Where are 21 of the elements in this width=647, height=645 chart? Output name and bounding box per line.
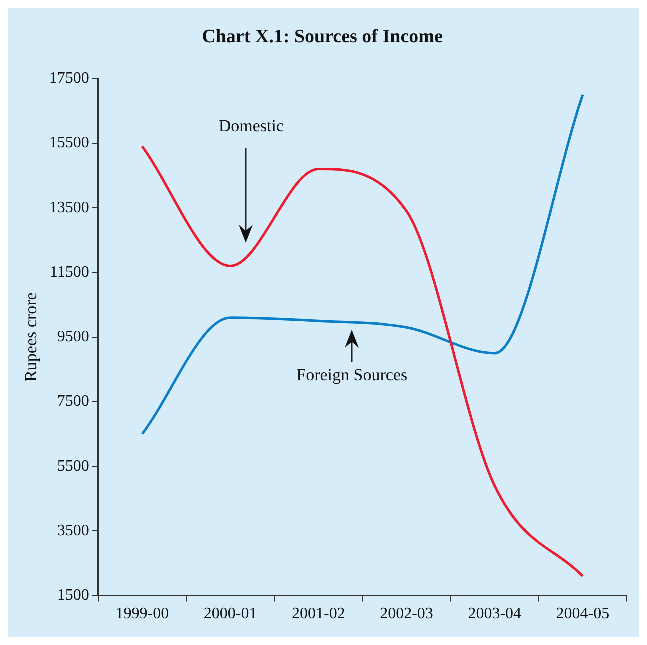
- y-tick-label: 7500: [57, 393, 90, 410]
- y-tick-label: 11500: [50, 264, 90, 281]
- y-tick-label: 15500: [49, 134, 90, 152]
- y-axis-title: Rupees crore: [22, 292, 41, 382]
- x-tick-label: 2002-03: [380, 606, 434, 623]
- y-tick-label: 5500: [57, 458, 90, 475]
- text: Domestic: [218, 116, 284, 136]
- text: Foreign Sources: [296, 366, 408, 385]
- x-tick-label: 2001-02: [292, 606, 346, 623]
- y-tick-label: 3500: [57, 522, 90, 540]
- y-tick-label: 17500: [49, 70, 90, 88]
- x-tick-label: 1999-00: [116, 606, 170, 623]
- y-tick-label: 13500: [49, 199, 90, 216]
- line-series: [141, 94, 584, 436]
- x-tick-label: 2000-01: [204, 606, 258, 623]
- x-tick-label: 2004-05: [556, 606, 610, 623]
- chart-title: Chart X.1: Sources of Income: [202, 26, 443, 48]
- line-series: [141, 145, 584, 578]
- x-tick-label: 2003-04: [468, 606, 522, 623]
- y-tick-label: 1500: [57, 587, 90, 604]
- y-tick-label: 9500: [57, 328, 90, 346]
